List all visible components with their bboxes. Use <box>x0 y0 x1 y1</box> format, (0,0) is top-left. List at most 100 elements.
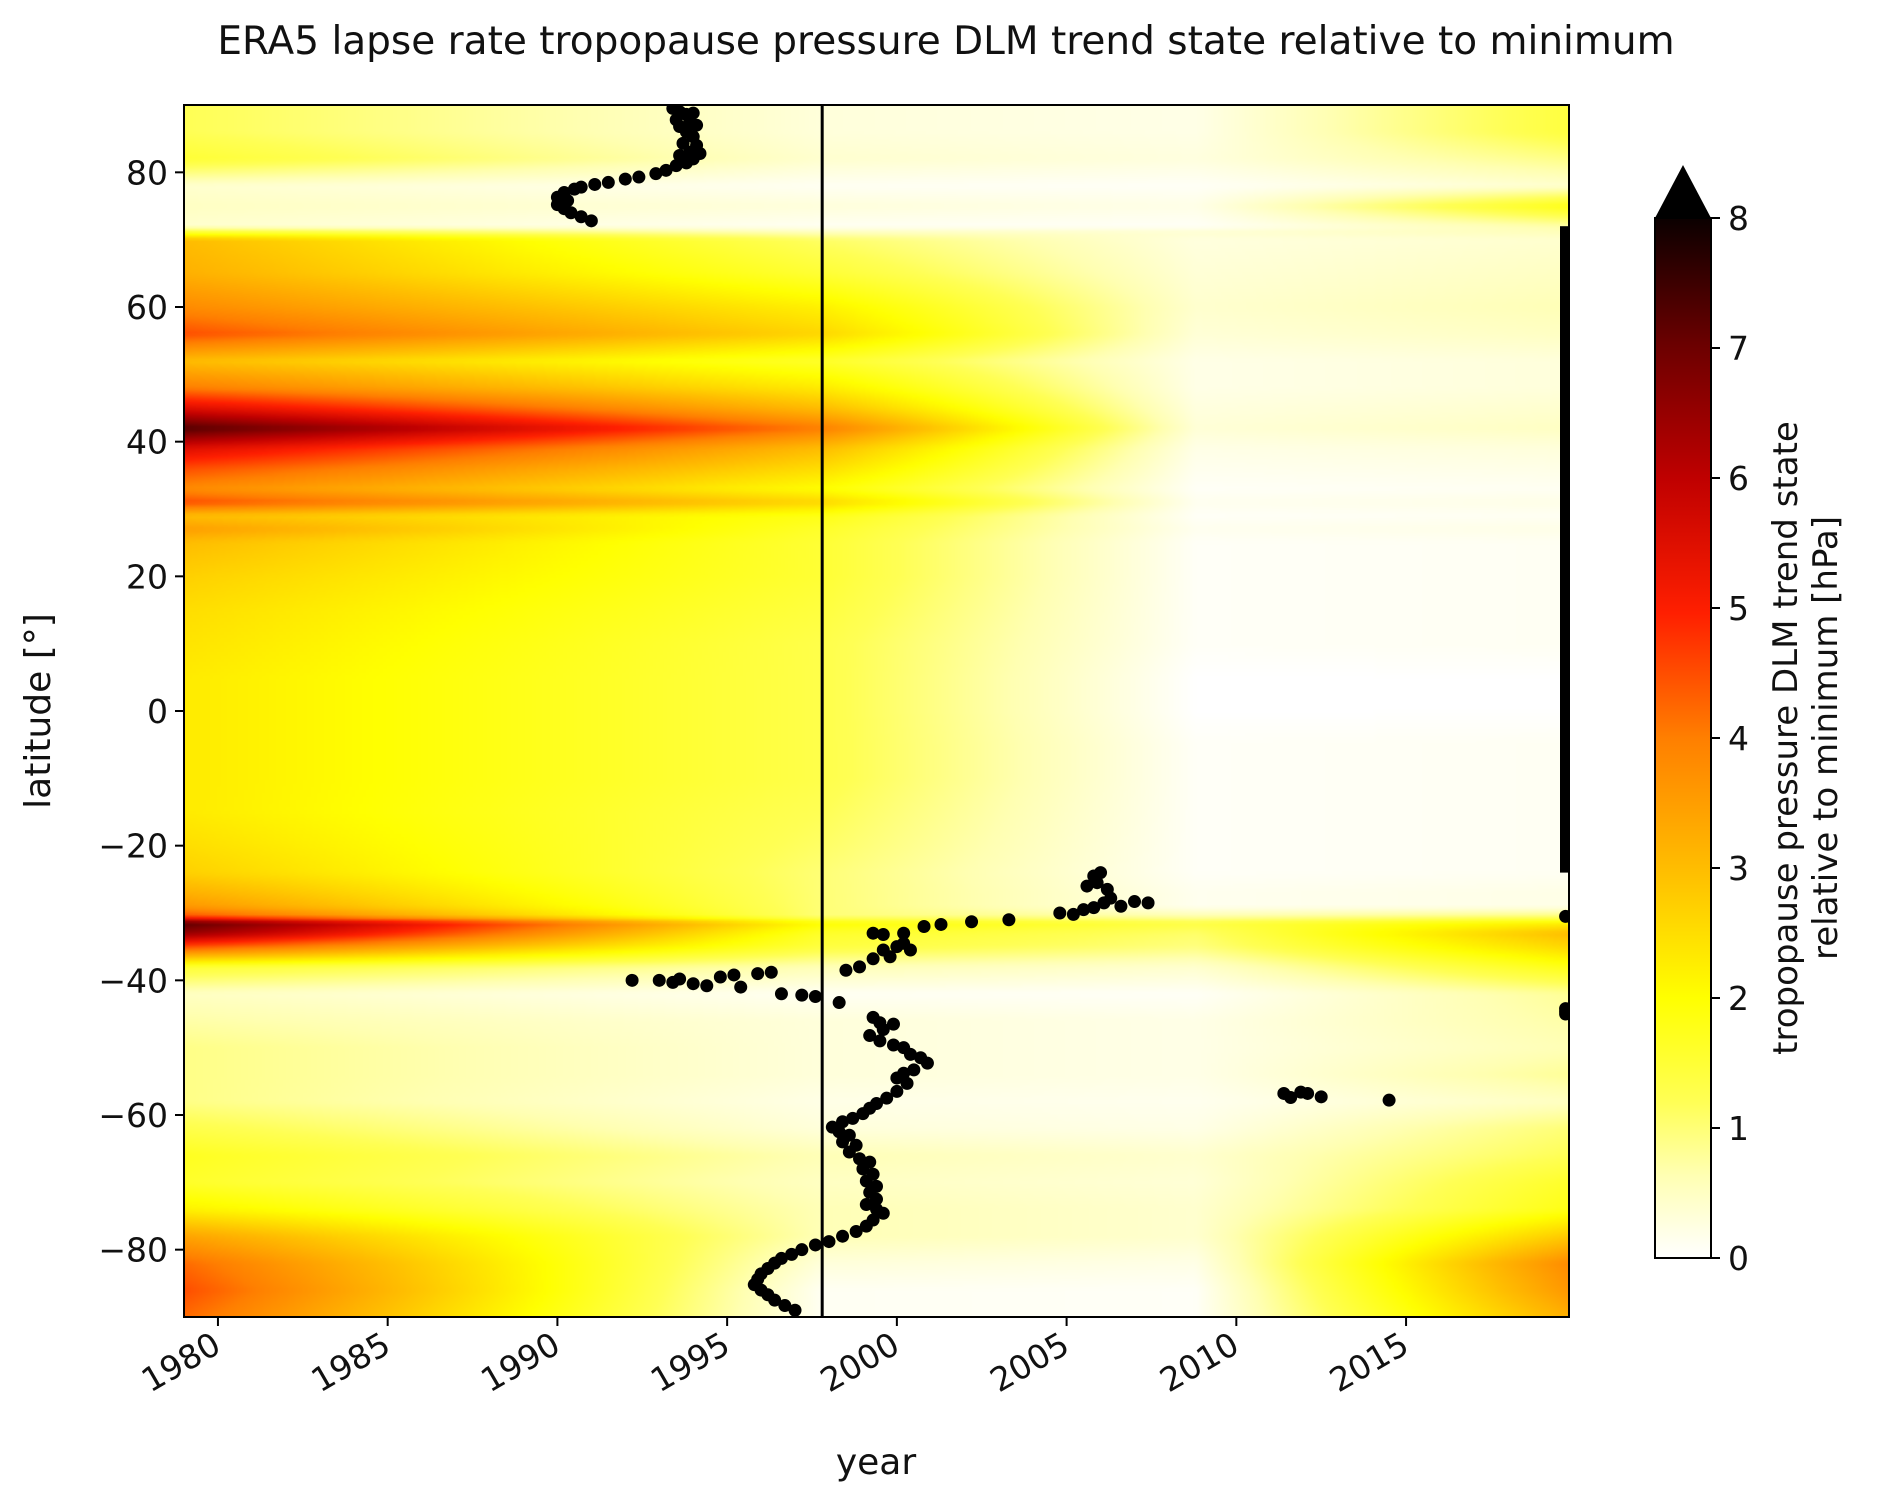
scatter-point <box>903 1047 917 1061</box>
y-tick-label: −80 <box>98 1231 168 1270</box>
scatter-point <box>886 1017 900 1031</box>
scatter-point <box>842 1145 856 1159</box>
scatter-point <box>1114 899 1128 913</box>
colorbar-tick-label: 1 <box>1728 1109 1749 1148</box>
scatter-point <box>584 214 598 228</box>
scatter-point <box>853 1152 867 1166</box>
scatter-point <box>778 1299 792 1313</box>
scatter-point <box>1127 895 1141 909</box>
scatter-point <box>1382 1093 1396 1107</box>
x-axis-label: year <box>836 1442 917 1483</box>
y-tick-label: −20 <box>98 827 168 866</box>
colorbar-gradient <box>1654 217 1712 1259</box>
x-tick-label: 2005 <box>983 1324 1075 1400</box>
scatter-point <box>836 1135 850 1149</box>
scatter-point <box>876 1022 890 1036</box>
heatmap <box>184 105 1569 1317</box>
scatter-point <box>690 118 704 132</box>
scatter-point <box>1141 896 1155 910</box>
x-tick-label: 1980 <box>135 1324 227 1400</box>
scatter-point <box>788 1303 802 1317</box>
scatter-point <box>1080 879 1094 893</box>
scatter-point <box>880 1091 894 1105</box>
right-edge-point-band <box>1560 226 1569 873</box>
scatter-point <box>1053 906 1067 920</box>
scatter-point <box>734 980 748 994</box>
scatter-point <box>574 210 588 224</box>
scatter-point <box>564 206 578 220</box>
colorbar-tick-label: 7 <box>1728 329 1749 368</box>
colorbar-extend-arrow <box>1655 165 1711 218</box>
colorbar-tick-label: 4 <box>1728 719 1749 758</box>
scatter-point <box>713 970 727 984</box>
scatter-point <box>907 1063 921 1077</box>
scatter-point <box>669 159 683 173</box>
y-tick-label: −60 <box>98 1096 168 1135</box>
scatter-point <box>764 965 778 979</box>
scatter-point <box>1559 1007 1569 1021</box>
scatter-point <box>1301 1086 1315 1100</box>
x-tick-label: 1995 <box>644 1324 736 1400</box>
scatter-point <box>890 1071 904 1085</box>
scatter-point <box>839 963 853 977</box>
scatter-point <box>836 1229 850 1243</box>
scatter-point <box>625 973 639 987</box>
colorbar-tick-label: 0 <box>1728 1239 1749 1278</box>
x-tick-label: 1985 <box>304 1324 396 1400</box>
colorbar-tick-label: 6 <box>1728 459 1749 498</box>
scatter-point <box>822 1235 836 1249</box>
scatter-point <box>751 967 765 981</box>
scatter-point <box>652 973 666 987</box>
scatter-point <box>870 1192 883 1206</box>
scatter-point <box>920 1056 934 1070</box>
scatter-point <box>856 1107 870 1121</box>
scatter-point <box>618 172 632 186</box>
scatter-layer <box>550 105 1569 1317</box>
scatter-point <box>832 1125 846 1139</box>
chart-title: ERA5 lapse rate tropopause pressure DLM … <box>217 19 1674 64</box>
scatter-point <box>900 1076 914 1090</box>
y-tick-label: 0 <box>147 692 168 731</box>
scatter-point <box>876 1206 890 1220</box>
scatter-point <box>1314 1090 1328 1104</box>
scatter-point <box>659 163 673 177</box>
scatter-point <box>808 989 822 1003</box>
colorbar-tick-label: 5 <box>1728 589 1749 628</box>
scatter-point <box>859 1198 873 1212</box>
scatter-point <box>883 950 897 964</box>
scatter-point <box>588 177 602 191</box>
scatter-point <box>965 915 979 929</box>
scatter-point <box>795 1243 809 1257</box>
scatter-point <box>785 1247 799 1261</box>
scatter-point <box>649 167 663 181</box>
x-tick-label: 2010 <box>1153 1324 1245 1400</box>
scatter-point <box>679 156 693 170</box>
scatter-point <box>890 1084 904 1098</box>
scatter-point <box>1002 913 1016 927</box>
colorbar-label-line2: relative to minimum [hPa] <box>1806 516 1846 960</box>
heatmap-image <box>184 105 1569 1317</box>
x-tick-label: 2000 <box>814 1324 906 1400</box>
scatter-point <box>903 943 917 957</box>
scatter-point <box>849 1224 863 1238</box>
scatter-point <box>768 1293 782 1307</box>
scatter-point <box>1087 901 1101 915</box>
scatter-point <box>1094 866 1108 880</box>
scatter-point <box>676 136 690 150</box>
colorbar-tick-label: 3 <box>1728 849 1749 888</box>
x-axis: 1980 1985 1990 1995 2000 2005 2010 2015 <box>135 1317 1415 1400</box>
scatter-point <box>866 952 880 966</box>
y-tick-label: −40 <box>98 961 168 1000</box>
scatter-point <box>917 919 931 933</box>
scatter-point <box>832 996 846 1010</box>
y-tick-label: 40 <box>126 423 168 462</box>
scatter-point <box>846 1111 860 1125</box>
scatter-point <box>632 170 646 184</box>
scatter-point <box>886 1038 900 1052</box>
scatter-point <box>727 968 741 982</box>
scatter-point <box>856 1162 870 1176</box>
y-axis: 80 60 40 20 0 −20 −40 −60 −80 <box>98 153 184 1270</box>
x-tick-label: 2015 <box>1323 1324 1415 1400</box>
scatter-point <box>863 1029 877 1043</box>
scatter-point <box>876 928 890 942</box>
